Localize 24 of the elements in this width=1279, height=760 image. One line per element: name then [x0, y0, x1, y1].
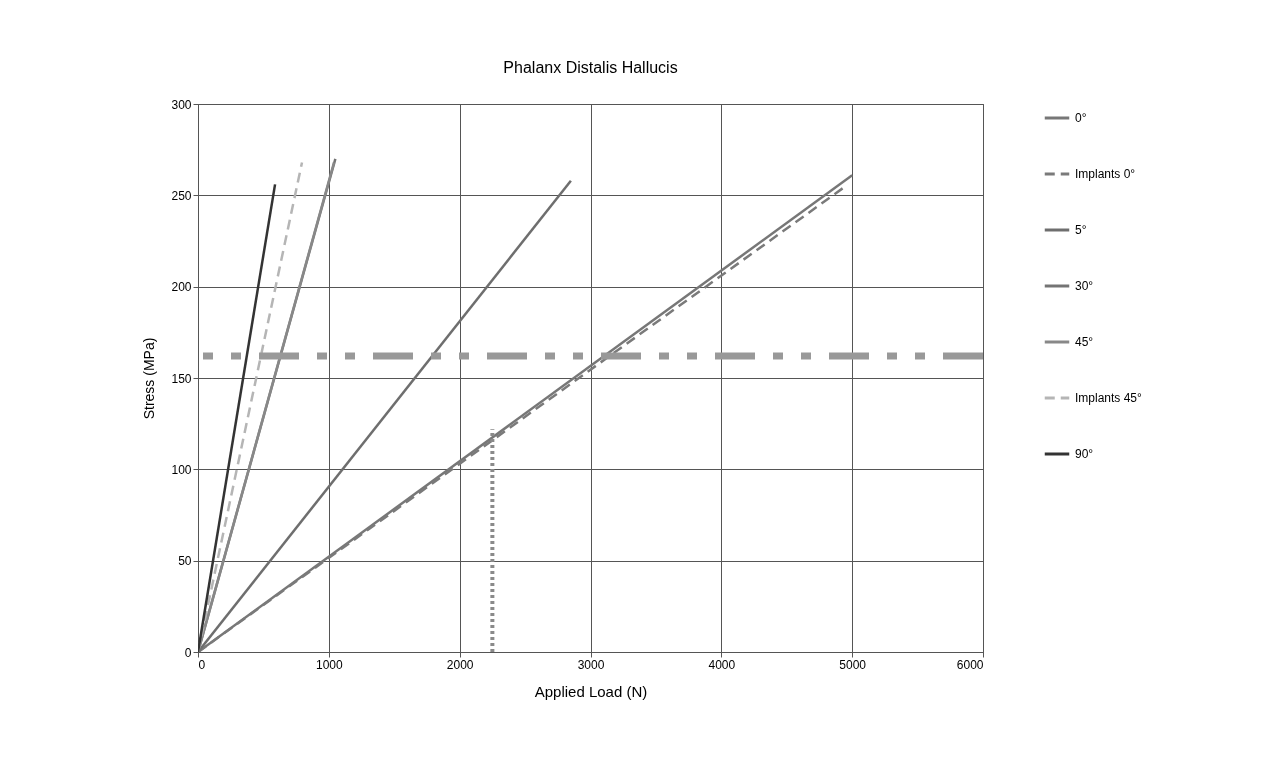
legend-label: Implants 0° [1075, 167, 1136, 181]
x-tick-label: 5000 [839, 657, 867, 672]
legend-label: 0° [1075, 111, 1087, 125]
y-tick-label: 50 [178, 554, 192, 569]
y-tick-label: 300 [171, 97, 192, 112]
x-tick-label: 4000 [708, 657, 736, 672]
x-tick-label: 1000 [315, 657, 343, 672]
y-tick-label: 150 [171, 371, 192, 386]
legend-label: 45° [1075, 335, 1094, 349]
y-axis-title: Stress (MPa) [141, 337, 158, 420]
y-tick-label: 0 [184, 645, 192, 660]
legend-label: Implants 45° [1075, 391, 1143, 405]
chart-title: Phalanx Distalis Hallucis [503, 59, 678, 76]
x-tick-label: 2000 [446, 657, 474, 672]
legend-label: 90° [1075, 447, 1094, 461]
x-axis-title: Applied Load (N) [534, 682, 648, 700]
y-tick-label: 100 [171, 462, 192, 477]
legend-label: 30° [1075, 279, 1094, 293]
legend-label: 5° [1075, 223, 1087, 237]
x-tick-label: 3000 [577, 657, 605, 672]
x-tick-label: 6000 [956, 657, 984, 672]
y-tick-label: 250 [171, 188, 192, 203]
y-tick-label: 200 [171, 280, 192, 295]
x-tick-label: 0 [198, 657, 206, 672]
